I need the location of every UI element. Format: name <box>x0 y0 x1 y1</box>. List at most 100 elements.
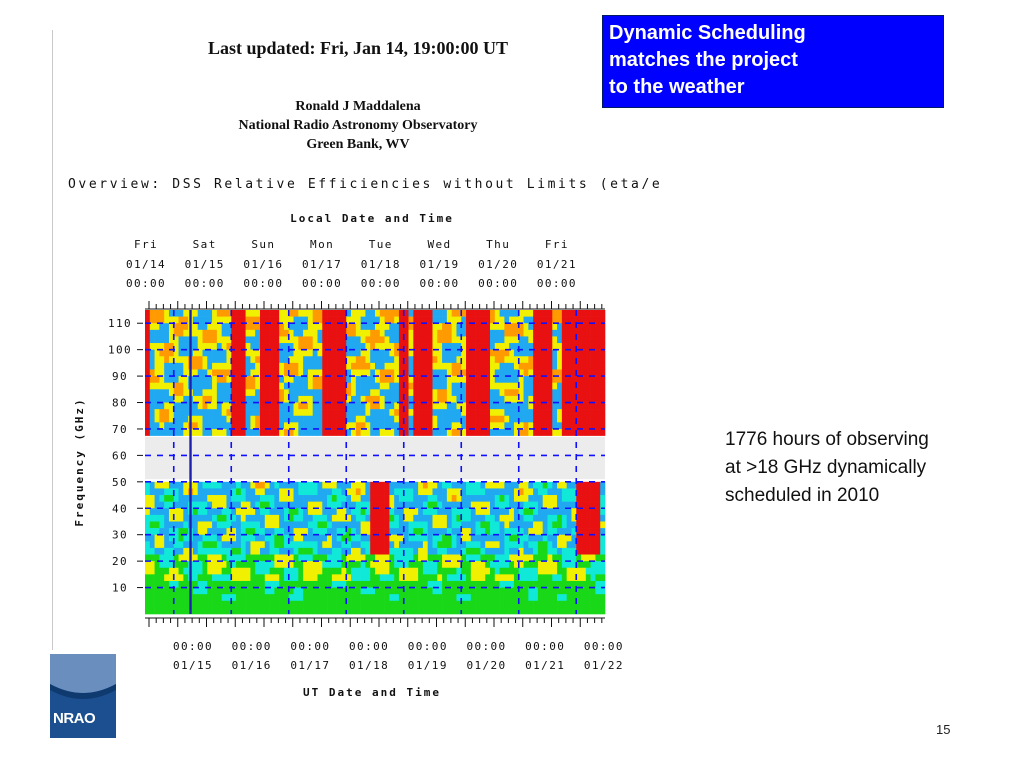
heatmap-cell <box>461 481 467 489</box>
heatmap-cell <box>283 541 290 549</box>
heatmap-cell <box>432 541 438 549</box>
heatmap-cell <box>178 310 184 317</box>
heatmap-cell <box>231 395 237 403</box>
heatmap-cell <box>192 607 199 615</box>
heatmap-cell <box>509 587 515 595</box>
heatmap-cell <box>533 488 539 496</box>
heatmap-cell <box>178 343 184 350</box>
heatmap-cell <box>312 369 318 377</box>
heatmap-cell <box>547 329 553 337</box>
heatmap-cell <box>375 336 381 344</box>
heatmap-cell <box>307 514 314 522</box>
heatmap-cell <box>303 481 309 489</box>
heatmap-cell <box>528 316 534 324</box>
heatmap-cell <box>317 561 323 569</box>
heatmap-cell <box>499 389 505 397</box>
heatmap-cell <box>341 369 347 377</box>
heatmap-cell <box>442 409 448 417</box>
heatmap-cell <box>240 362 246 370</box>
heatmap-cell <box>427 607 433 615</box>
heatmap-cell <box>173 495 179 502</box>
heatmap-cell <box>470 415 476 423</box>
heatmap-cell <box>413 594 419 602</box>
heatmap-cell <box>466 389 472 397</box>
heatmap-cell <box>528 594 534 602</box>
heatmap-cell <box>154 567 160 575</box>
heatmap-cell <box>168 554 175 562</box>
heatmap-cell <box>585 547 591 555</box>
heatmap-cell <box>504 607 510 615</box>
heatmap-cell <box>226 369 232 377</box>
heatmap-cell <box>307 554 314 562</box>
heatmap-cell <box>168 495 175 502</box>
heatmap-cell <box>178 508 184 516</box>
heatmap-cell <box>255 600 261 608</box>
heatmap-cell <box>231 501 237 509</box>
heatmap-cell <box>264 594 270 602</box>
heatmap-cell <box>485 501 491 509</box>
heatmap-cell <box>331 316 337 324</box>
heatmap-cell <box>312 541 318 549</box>
heatmap-cell <box>394 580 400 588</box>
heatmap-cell <box>255 329 261 337</box>
heatmap-cell <box>418 323 424 331</box>
heatmap-cell <box>537 329 544 337</box>
heatmap-cell <box>432 481 438 489</box>
heatmap-cell <box>451 541 457 549</box>
heatmap-cell <box>307 349 314 357</box>
heatmap-cell <box>236 501 242 509</box>
heatmap-cell <box>470 343 476 350</box>
heatmap-cell <box>250 362 256 370</box>
heatmap-cell <box>303 382 309 390</box>
heatmap-cell <box>427 415 433 423</box>
heatmap-cell <box>212 561 218 569</box>
heatmap-cell <box>370 422 376 430</box>
heatmap-cell <box>513 567 520 575</box>
heatmap-cell <box>312 580 318 588</box>
heatmap-cell <box>149 567 155 575</box>
heatmap-cell <box>327 534 333 542</box>
heatmap-cell <box>451 402 457 410</box>
heatmap-cell <box>590 395 596 403</box>
heatmap-cell <box>212 389 218 397</box>
heatmap-cell <box>303 336 309 344</box>
heatmap-cell <box>154 514 160 522</box>
heatmap-cell <box>446 587 452 595</box>
heatmap-cell <box>490 362 496 370</box>
heatmap-cell <box>413 316 419 324</box>
heatmap-cell <box>518 567 524 575</box>
heatmap-cell <box>159 336 165 344</box>
heatmap-cell <box>274 567 280 575</box>
heatmap-cell <box>226 356 232 364</box>
heatmap-cell <box>475 481 481 489</box>
heatmap-cell <box>293 567 299 575</box>
heatmap-cell <box>595 481 601 489</box>
heatmap-cell <box>480 574 486 582</box>
heatmap-cell <box>236 329 242 337</box>
heatmap-cell <box>480 422 486 430</box>
heatmap-cell <box>212 541 218 549</box>
heatmap-cell <box>566 310 572 317</box>
heatmap-cell <box>513 310 520 317</box>
heatmap-cell <box>595 501 601 509</box>
heatmap-cell <box>389 495 395 502</box>
heatmap-cell <box>494 389 500 397</box>
heatmap-cell <box>384 329 390 337</box>
heatmap-cell <box>418 514 424 522</box>
heatmap-cell <box>375 501 381 509</box>
heatmap-cell <box>537 580 544 588</box>
heatmap-cell <box>418 547 424 555</box>
heatmap-cell <box>260 600 266 608</box>
heatmap-cell <box>145 501 151 509</box>
note-line-3: scheduled in 2010 <box>725 485 880 506</box>
heatmap-cell <box>346 567 352 575</box>
heatmap-cell <box>461 316 467 324</box>
heatmap-cell <box>298 422 304 430</box>
heatmap-cell <box>250 501 256 509</box>
heatmap-cell <box>398 369 405 377</box>
heatmap-cell <box>236 369 242 377</box>
heatmap-cell <box>375 594 381 602</box>
heatmap-cell <box>255 382 261 390</box>
heatmap-cell <box>264 316 270 324</box>
heatmap-cell <box>394 495 400 502</box>
